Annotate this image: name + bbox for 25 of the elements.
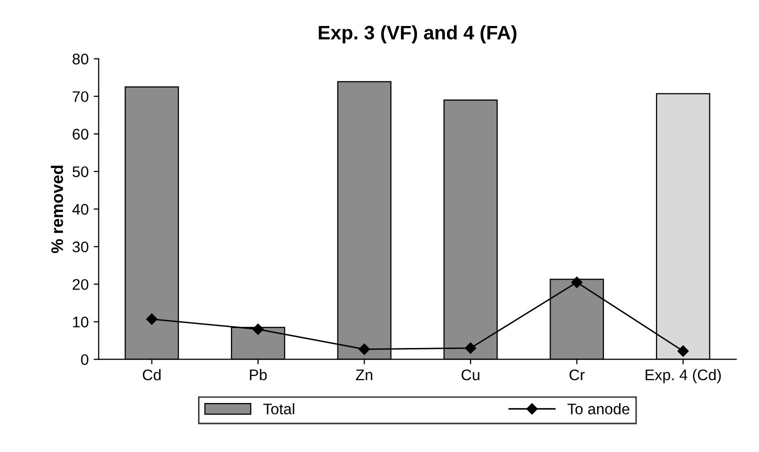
x-tick-label: Cr bbox=[570, 369, 585, 380]
y-axis-title: % removed bbox=[50, 166, 64, 254]
y-tick-label: 80 bbox=[72, 54, 88, 64]
x-tick-label: Pb bbox=[250, 369, 267, 380]
point bbox=[677, 345, 689, 357]
legend-label: To anode bbox=[568, 403, 630, 414]
y-tick-label: 70 bbox=[72, 91, 88, 102]
y-tick-label: 40 bbox=[72, 204, 88, 215]
y-tick-label: 10 bbox=[73, 316, 88, 328]
legend-label: Total bbox=[263, 403, 294, 414]
y-tick-label: 30 bbox=[72, 241, 88, 252]
point bbox=[571, 276, 582, 288]
x-tick-label: Cd bbox=[142, 369, 161, 380]
x-tick-label: Exp. 4 (Cd) bbox=[646, 369, 721, 384]
point bbox=[464, 342, 476, 354]
y-tick-label: 50 bbox=[72, 166, 88, 178]
point bbox=[358, 344, 370, 355]
point bbox=[146, 314, 158, 325]
y-tick-label: 20 bbox=[72, 279, 88, 290]
point bbox=[252, 324, 264, 335]
x-tick-label: Zn bbox=[356, 370, 372, 380]
x-tick-label: Cu bbox=[462, 369, 480, 380]
y-tick-label: 60 bbox=[72, 128, 88, 140]
y-tick-label: 0 bbox=[81, 354, 88, 366]
chart-title: Exp. 3 (VF) and 4 (FA) bbox=[318, 25, 516, 44]
